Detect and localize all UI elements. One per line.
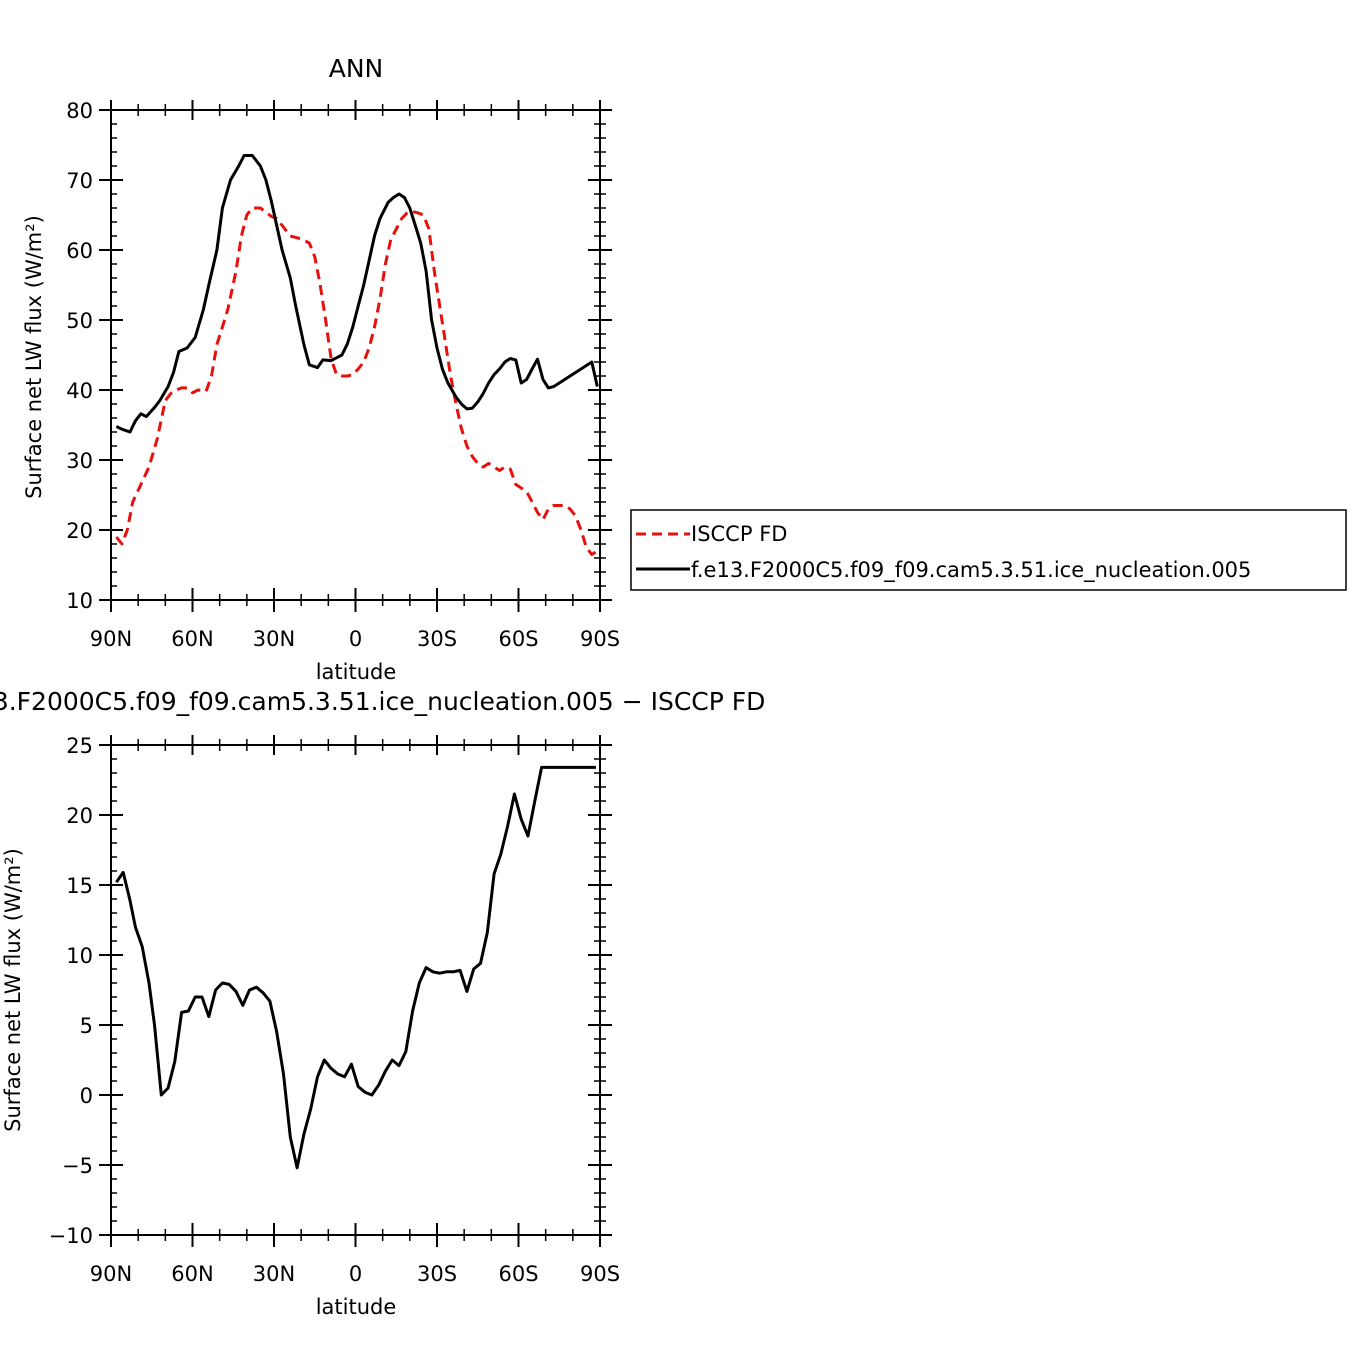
y-tick-label: −5 xyxy=(62,1154,93,1178)
x-tick-label: 90N xyxy=(90,627,132,651)
y-tick-label: 40 xyxy=(66,379,93,403)
x-tick-labels: 90N 60N 30N 0 30S 60S 90S xyxy=(90,627,620,651)
x-axis-label: latitude xyxy=(316,1295,397,1319)
y-tick-label: 20 xyxy=(66,519,93,543)
x-tick-label: 30S xyxy=(417,627,457,651)
y-tick-label: 10 xyxy=(66,944,93,968)
x-tick-label: 90S xyxy=(580,1262,620,1286)
plot-frame xyxy=(110,109,601,601)
y-tick-label: 20 xyxy=(66,804,93,828)
legend-box xyxy=(630,509,1347,591)
x-tick-label: 30S xyxy=(417,1262,457,1286)
y-tick-label: 0 xyxy=(80,1084,93,1108)
y-tick-label: 25 xyxy=(66,734,93,758)
series-line-model xyxy=(115,765,596,1170)
x-tick-label: 90N xyxy=(90,1262,132,1286)
x-tick-labels: 90N 60N 30N 0 30S 60S 90S xyxy=(90,1262,620,1286)
y-tick-label: 5 xyxy=(80,1014,93,1038)
series-layer xyxy=(115,154,599,556)
panel-annual-mean: ANN 10 20 30 40 50 60 70 80 90N 60N 30N 0 30S 60S 90S… xyxy=(22,54,620,684)
series-line-isccp xyxy=(115,206,599,556)
y-tick-label: 50 xyxy=(66,309,93,333)
series-line-model xyxy=(115,154,599,434)
y-tick-label: 15 xyxy=(66,874,93,898)
x-tick-label: 60S xyxy=(498,627,538,651)
series-layer xyxy=(115,765,596,1170)
y-tick-label: −10 xyxy=(49,1224,93,1248)
y-tick-labels: 10 20 30 40 50 60 70 80 xyxy=(66,99,93,613)
x-tick-label: 60N xyxy=(171,627,213,651)
legend: ISCCP FD f.e13.F2000C5.f09_f09.cam5.3.51… xyxy=(630,509,1347,591)
legend-label-model: f.e13.F2000C5.f09_f09.cam5.3.51.ice_nucl… xyxy=(691,558,1251,583)
panel-difference: f.e13.F2000C5.f09_f09.cam5.3.51.ice_nucl… xyxy=(0,687,765,1319)
chart-title: f.e13.F2000C5.f09_f09.cam5.3.51.ice_nucl… xyxy=(0,687,765,716)
x-tick-label: 60N xyxy=(171,1262,213,1286)
x-tick-label: 60S xyxy=(498,1262,538,1286)
y-axis-label: Surface net LW flux (W/m²) xyxy=(1,848,25,1132)
y-tick-label: 10 xyxy=(66,589,93,613)
legend-label-isccp: ISCCP FD xyxy=(691,522,787,546)
axis-ticks xyxy=(99,735,612,1247)
y-axis-label: Surface net LW flux (W/m²) xyxy=(22,215,46,499)
y-tick-label: 60 xyxy=(66,239,93,263)
x-tick-label: 0 xyxy=(349,1262,362,1286)
y-tick-label: 80 xyxy=(66,99,93,123)
y-tick-labels: −10 −5 0 5 10 15 20 25 xyxy=(49,734,93,1248)
plot-frame xyxy=(110,744,601,1236)
y-tick-label: 30 xyxy=(66,449,93,473)
x-tick-label: 30N xyxy=(253,1262,295,1286)
x-axis-label: latitude xyxy=(316,660,397,684)
axis-ticks xyxy=(99,100,612,612)
x-tick-label: 90S xyxy=(580,627,620,651)
chart-title: ANN xyxy=(329,54,384,83)
x-tick-label: 0 xyxy=(349,627,362,651)
x-tick-label: 30N xyxy=(253,627,295,651)
y-tick-label: 70 xyxy=(66,169,93,193)
